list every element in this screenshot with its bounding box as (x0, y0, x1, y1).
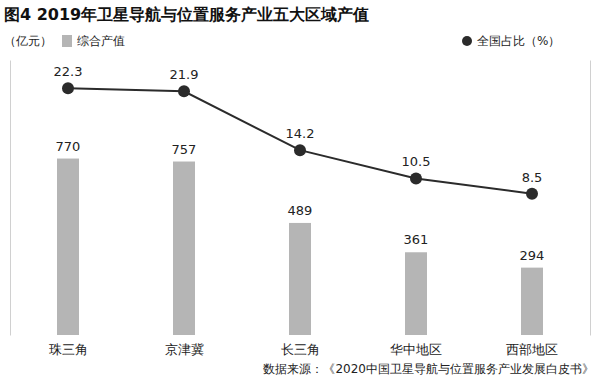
x-tick-label: 珠三角 (49, 342, 88, 357)
x-tick: 珠三角 (49, 335, 88, 357)
bar (405, 252, 427, 335)
title: 图4 2019年卫星导航与位置服务产业五大区域产值 (4, 5, 369, 24)
line-label: 22.3 (54, 64, 83, 79)
line-label: 21.9 (170, 67, 199, 82)
bar (521, 268, 543, 335)
line-label: 10.5 (402, 154, 431, 169)
y-axis-title: （亿元） (4, 34, 52, 48)
x-tick: 长三角 (281, 335, 320, 357)
bar-label: 489 (288, 203, 313, 218)
legend-label: 全国占比（%） (477, 34, 560, 48)
point (526, 188, 538, 200)
bar-label: 770 (56, 139, 81, 154)
x-tick-label: 西部地区 (506, 342, 558, 357)
legend-swatch (62, 35, 72, 47)
data-labels: 770 757 489 361 294 22.3 21.9 14.2 10.5 8.5 (54, 64, 545, 262)
y-axis-line (10, 61, 11, 336)
bar (173, 162, 195, 335)
x-tick-label: 华中地区 (390, 342, 442, 357)
bar-label: 361 (404, 232, 429, 247)
x-axis: 珠三角 京津冀 长三角 华中地区 西部地区 (49, 335, 559, 357)
legend-item: 综合产值 (62, 34, 125, 48)
point (178, 85, 190, 97)
legend-item: 全国占比（%） (462, 34, 560, 48)
legend-swatch (462, 36, 472, 46)
point (294, 144, 306, 156)
line (68, 88, 532, 193)
legend: 综合产值 全国占比（%） (62, 34, 560, 48)
y-axis (10, 61, 11, 336)
x-tick-label: 京津冀 (165, 342, 204, 357)
line-label: 8.5 (522, 170, 543, 185)
line-label: 14.2 (286, 126, 315, 141)
bar-label: 757 (172, 142, 197, 157)
point (62, 82, 74, 94)
marks (57, 82, 543, 335)
bar-label: 294 (520, 248, 545, 263)
x-tick: 京津冀 (165, 335, 204, 357)
point (410, 172, 422, 184)
annotation: 数据来源：《2020中国卫星导航与位置服务产业发展白皮书》 (263, 362, 594, 376)
x-tick: 华中地区 (390, 335, 442, 357)
y2-axis (590, 61, 591, 336)
bar (289, 223, 311, 335)
legend-label: 综合产值 (77, 34, 125, 48)
y2-axis-line (590, 61, 591, 336)
chart: 图4 2019年卫星导航与位置服务产业五大区域产值珠三角 京津冀 长三角 华中地区 西部… (0, 0, 600, 380)
x-tick: 西部地区 (506, 335, 558, 357)
bar (57, 159, 79, 335)
x-tick-label: 长三角 (281, 342, 320, 357)
